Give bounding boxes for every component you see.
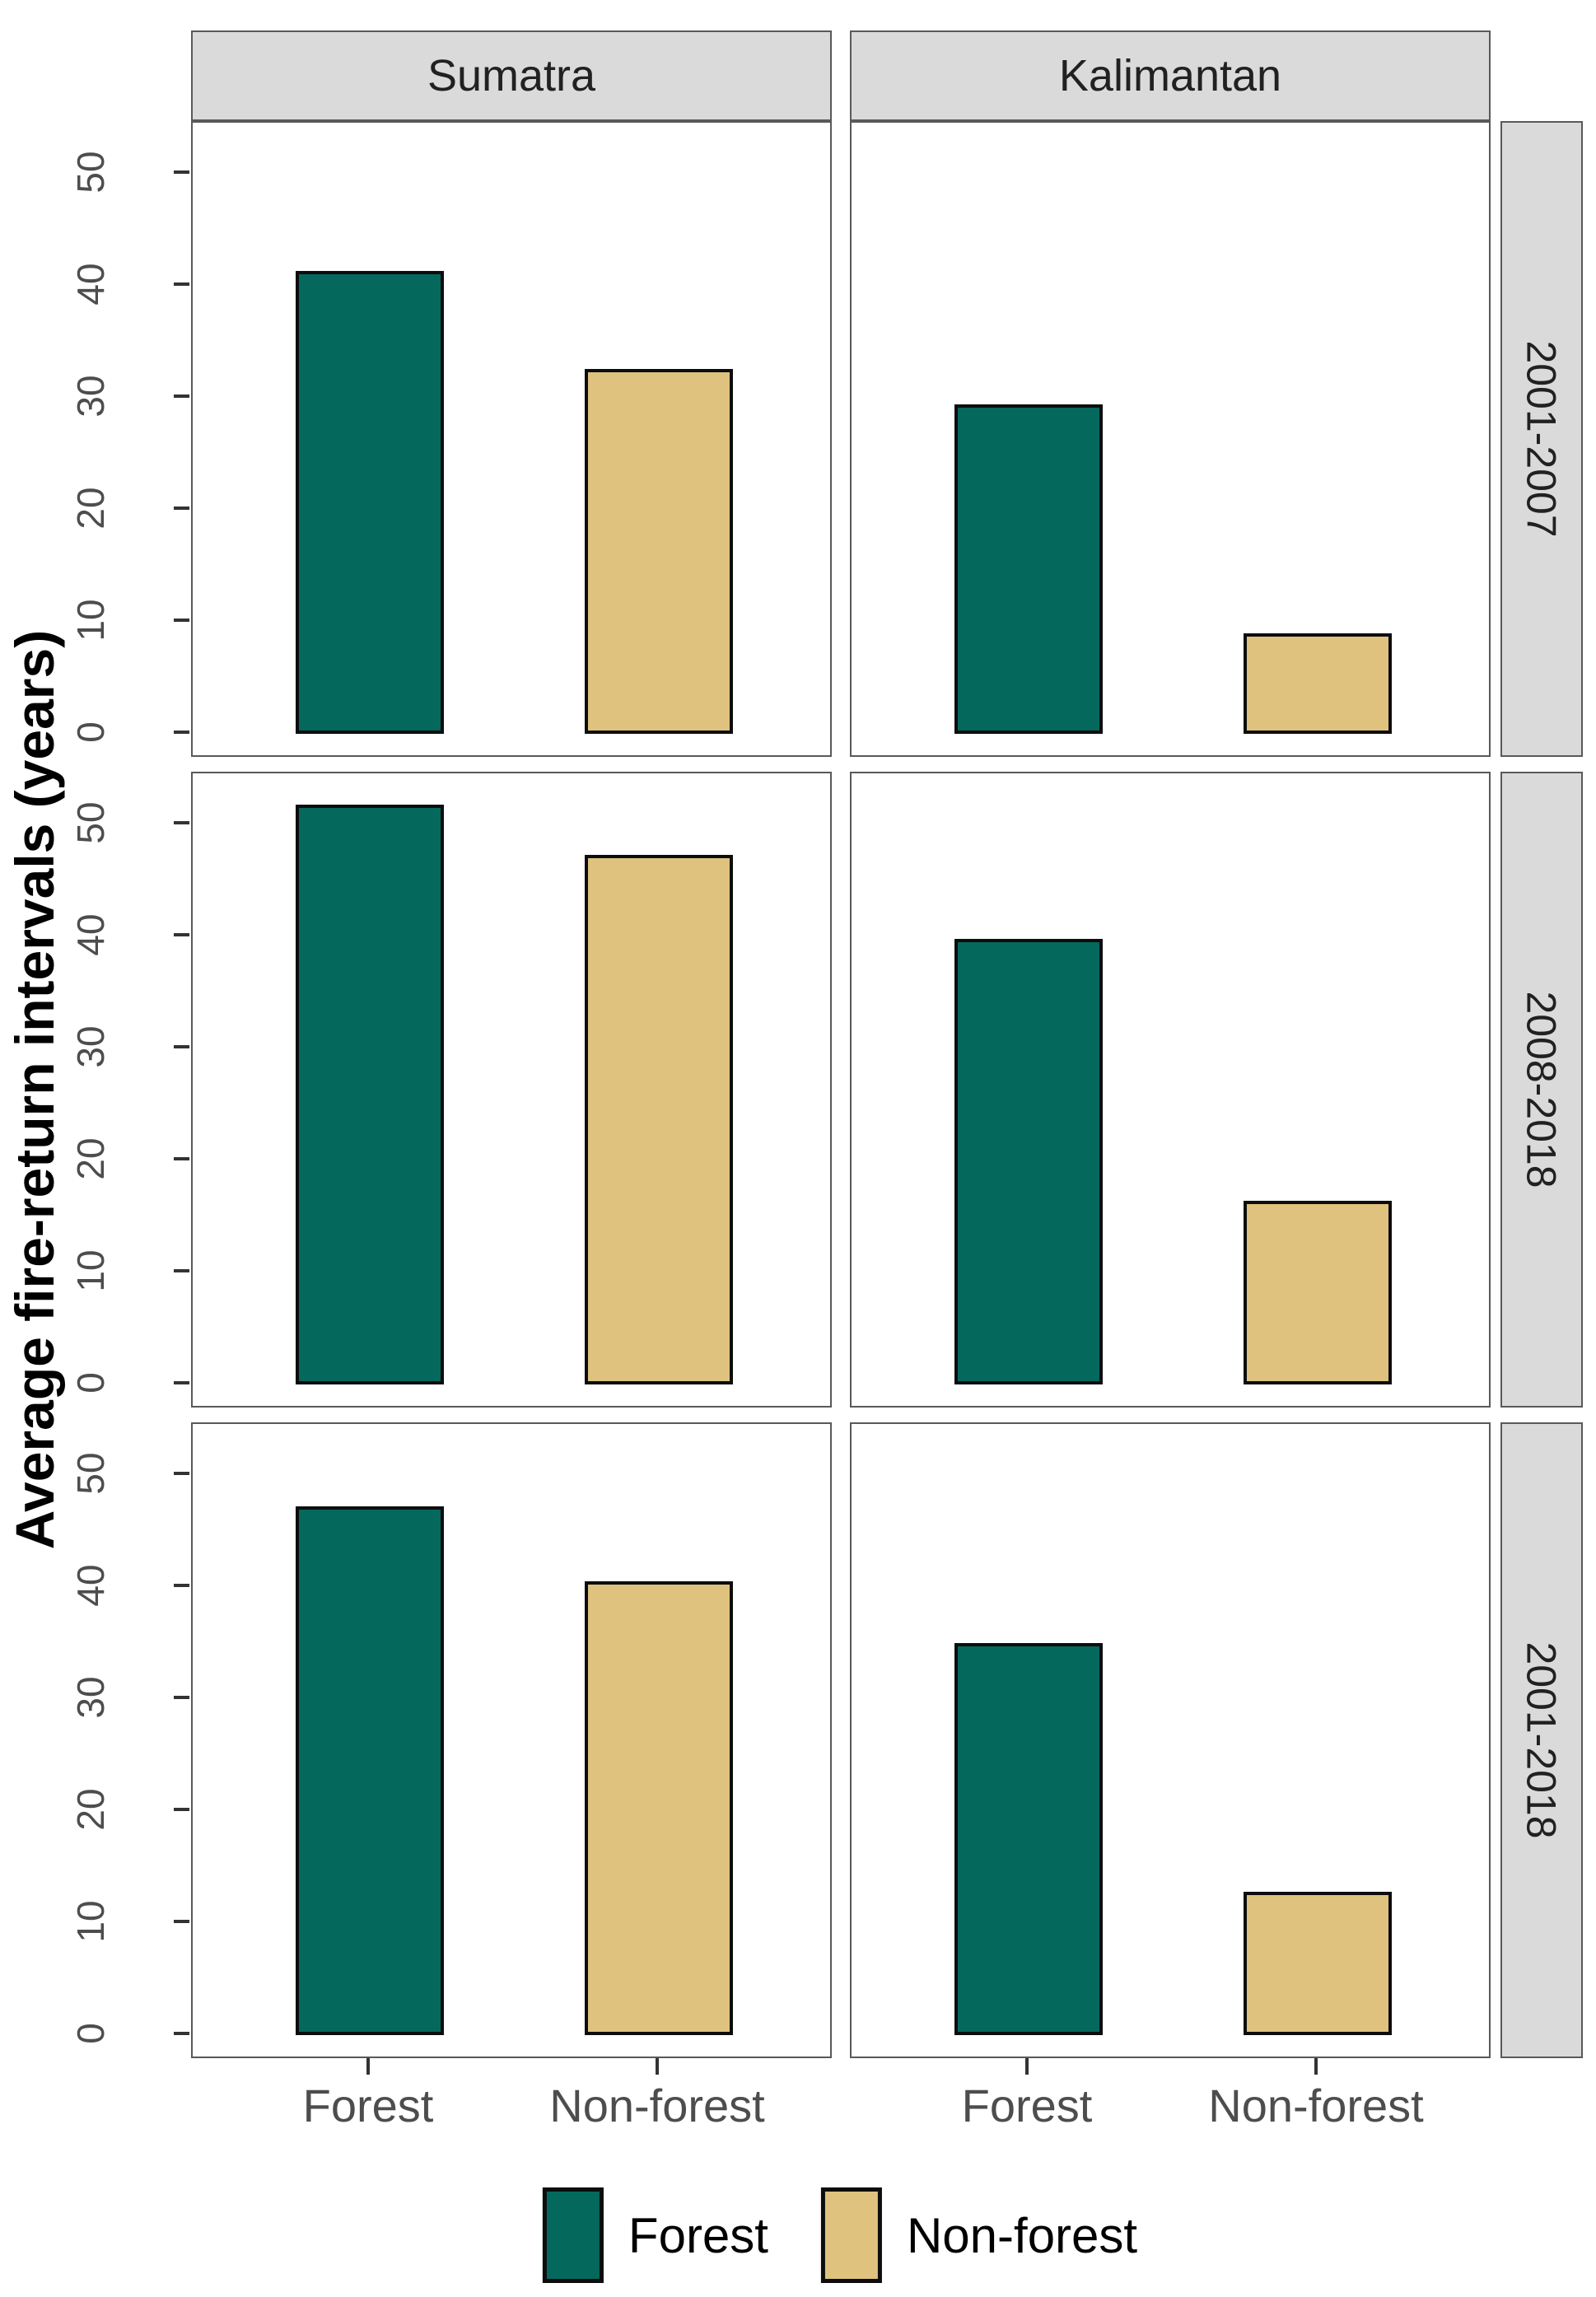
facet-strip-2001-2007: 2001-2007 — [1500, 121, 1583, 757]
y-tick-mark — [174, 1381, 189, 1384]
y-tick-mark — [174, 1157, 189, 1160]
y-tick-label: 30 — [69, 375, 112, 418]
bar-sumatra-2001-2007-forest — [296, 271, 444, 734]
bar-sumatra-2001-2018-non-forest — [585, 1581, 733, 2035]
x-axis-label-forest: Forest — [302, 2080, 434, 2131]
y-tick-label: 40 — [69, 913, 112, 956]
y-tick-mark — [174, 1472, 189, 1475]
y-axis-title: Average fire-return intervals (years) — [4, 629, 65, 1550]
y-tick-label: 20 — [69, 1137, 112, 1180]
bar-kalimantan-2001-2018-non-forest — [1244, 1892, 1392, 2035]
y-tick-mark — [174, 1584, 189, 1587]
y-tick-label: 20 — [69, 1788, 112, 1831]
panel-sumatra-2001-2007 — [191, 121, 832, 757]
x-tick-mark — [1025, 2058, 1029, 2075]
y-tick-mark — [174, 170, 189, 174]
y-tick-mark — [174, 1920, 189, 1923]
y-tick-mark — [174, 507, 189, 510]
y-tick-label: 30 — [69, 1676, 112, 1719]
facet-strip-label: 2008-2018 — [1519, 991, 1565, 1188]
panel-sumatra-2001-2018 — [191, 1422, 832, 2058]
facet-strip-2008-2018: 2008-2018 — [1500, 772, 1583, 1408]
x-tick-mark — [366, 2058, 370, 2075]
y-tick-label: 10 — [69, 1900, 112, 1943]
y-tick-label: 50 — [69, 151, 112, 194]
y-tick-label: 0 — [69, 2023, 112, 2044]
panel-kalimantan-2001-2007 — [850, 121, 1491, 757]
y-tick-mark — [174, 1269, 189, 1272]
bar-sumatra-2001-2007-non-forest — [585, 369, 733, 734]
x-tick-mark — [1314, 2058, 1318, 2075]
y-tick-mark — [174, 619, 189, 622]
y-tick-mark — [174, 395, 189, 398]
y-tick-mark — [174, 1696, 189, 1699]
facet-strip-kalimantan: Kalimantan — [850, 30, 1491, 121]
panel-kalimantan-2001-2018 — [850, 1422, 1491, 2058]
x-tick-mark — [656, 2058, 659, 2075]
y-tick-mark — [174, 821, 189, 824]
facet-strip-sumatra: Sumatra — [191, 30, 832, 121]
y-tick-mark — [174, 2032, 189, 2035]
legend: Forest Non-forest — [542, 2187, 1138, 2283]
panel-sumatra-2008-2018 — [191, 772, 832, 1408]
x-axis-label-forest: Forest — [961, 2080, 1093, 2131]
legend-label-forest: Forest — [628, 2207, 768, 2263]
panel-kalimantan-2008-2018 — [850, 772, 1491, 1408]
facet-strip-label: 2001-2007 — [1519, 340, 1565, 538]
legend-entry-non-forest: Non-forest — [820, 2187, 1138, 2283]
x-axis-label-non-forest: Non-forest — [549, 2080, 765, 2131]
y-tick-label: 50 — [69, 801, 112, 844]
legend-label-non-forest: Non-forest — [906, 2207, 1138, 2263]
y-tick-mark — [174, 1045, 189, 1048]
y-tick-label: 40 — [69, 263, 112, 306]
y-tick-mark — [174, 1808, 189, 1811]
bar-kalimantan-2001-2007-forest — [954, 404, 1103, 734]
bar-sumatra-2008-2018-forest — [296, 805, 444, 1384]
facet-strip-label: 2001-2018 — [1519, 1641, 1565, 1839]
y-tick-mark — [174, 731, 189, 734]
y-tick-label: 50 — [69, 1452, 112, 1495]
bar-sumatra-2001-2018-forest — [296, 1506, 444, 2035]
y-tick-label: 20 — [69, 487, 112, 530]
y-tick-label: 10 — [69, 599, 112, 642]
bar-kalimantan-2008-2018-non-forest — [1244, 1201, 1392, 1384]
bar-kalimantan-2001-2018-forest — [954, 1643, 1103, 2035]
x-axis-label-non-forest: Non-forest — [1208, 2080, 1424, 2131]
y-tick-label: 10 — [69, 1249, 112, 1292]
y-tick-label: 40 — [69, 1564, 112, 1607]
facet-strip-2001-2018: 2001-2018 — [1500, 1422, 1583, 2058]
bar-sumatra-2008-2018-non-forest — [585, 855, 733, 1384]
y-tick-label: 0 — [69, 721, 112, 743]
legend-swatch-non-forest — [820, 2187, 882, 2283]
legend-swatch-forest — [542, 2187, 604, 2283]
legend-entry-forest: Forest — [542, 2187, 768, 2283]
facet-strip-label: Kalimantan — [1058, 51, 1282, 100]
y-tick-label: 30 — [69, 1025, 112, 1068]
y-tick-mark — [174, 933, 189, 936]
y-tick-mark — [174, 282, 189, 286]
y-tick-label: 0 — [69, 1372, 112, 1394]
facet-strip-label: Sumatra — [427, 51, 596, 100]
bar-kalimantan-2008-2018-forest — [954, 939, 1103, 1384]
bar-kalimantan-2001-2007-non-forest — [1244, 633, 1392, 734]
